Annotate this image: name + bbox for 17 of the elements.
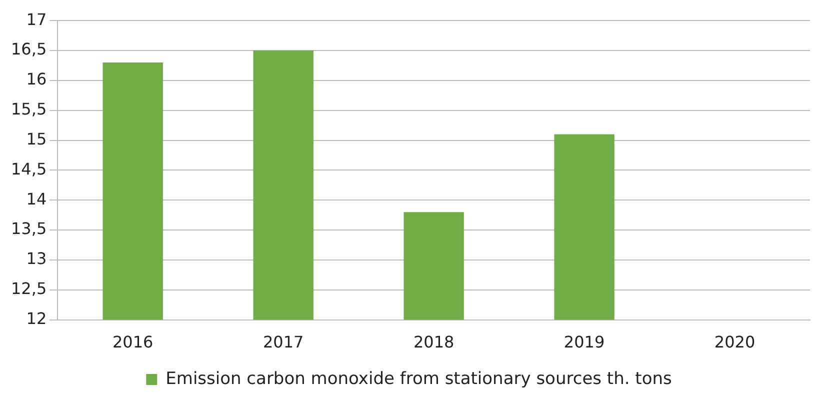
- y-tick-label: 13,5: [11, 219, 47, 238]
- y-tick-label: 15,5: [11, 100, 47, 119]
- y-tick-label: 16: [26, 70, 47, 89]
- x-tick-label: 2018: [413, 332, 454, 352]
- x-tick-label: 2020: [714, 332, 756, 352]
- y-tick-label: 16,5: [11, 40, 47, 59]
- y-tick-label: 14,5: [11, 159, 47, 178]
- y-tick-label: 14: [26, 189, 47, 208]
- x-tick-label: 2019: [564, 332, 605, 352]
- y-tick-label: 13: [26, 249, 47, 268]
- y-tick-label: 15: [26, 129, 47, 148]
- x-tick-label: 2016: [112, 332, 154, 352]
- y-tick-label: 12,5: [11, 279, 47, 298]
- legend-label: Emission carbon monoxide from stationary sources th. tons: [166, 368, 672, 389]
- y-tick-label: 12: [26, 308, 47, 328]
- x-tick-label: 2017: [262, 332, 304, 352]
- y-tick-label: 17: [26, 10, 47, 29]
